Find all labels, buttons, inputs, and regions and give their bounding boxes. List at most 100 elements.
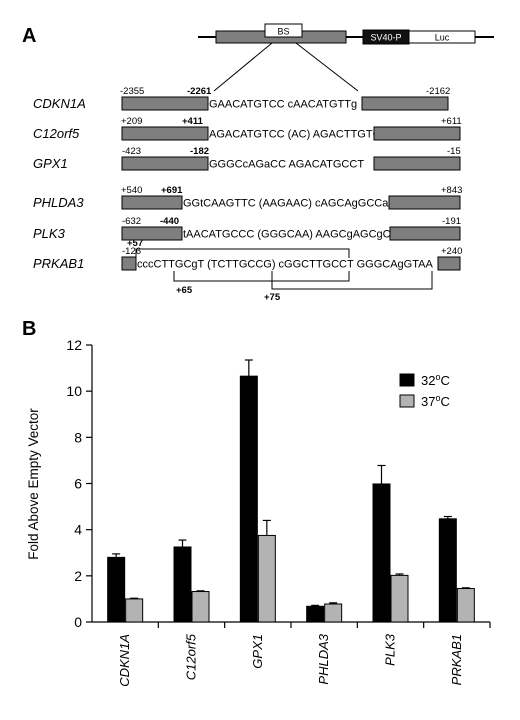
binding-sequence: tAACATGCCC (GGGCAA) AAGCgAGCgC	[183, 229, 391, 241]
bar-32c-prkab1	[438, 518, 457, 623]
gene-row-plk3: PLK3 -632 -440 tAACATGCCC (GGGCAA) AAGCg…	[33, 216, 461, 241]
right-coord: +611	[441, 116, 462, 127]
bracket-coord-2: +75	[264, 292, 281, 303]
legend: 32oC 37oC	[399, 372, 450, 409]
panel-b-label: B	[22, 318, 36, 340]
right-coord: -15	[447, 146, 461, 157]
bar-37c-plk3	[390, 574, 409, 623]
bar-37c-gpx1	[257, 534, 276, 623]
y-tick-label: 8	[74, 429, 82, 445]
left-coord: +540	[121, 185, 142, 196]
left-coord: -2355	[120, 86, 144, 97]
gene-name: PHLDA3	[33, 195, 84, 210]
right-flank-block	[389, 226, 461, 241]
luciferase-box	[408, 30, 476, 44]
left-flank-block	[121, 126, 209, 141]
gene-rows: CDKN1A -2355 -2261 GAACATGTCC cAACATGTTg…	[33, 86, 462, 303]
x-tick-label: C12orf5	[184, 633, 199, 680]
binding-sequence: AGACATGTCC (AC) AGACTTGTCT	[209, 129, 388, 141]
site-coord: +411	[182, 116, 204, 127]
y-tick-label: 10	[66, 383, 82, 399]
bracket-upper	[135, 248, 350, 258]
site-coord: -2261	[187, 86, 212, 97]
x-tick-labels: CDKN1A C12orf5 GPX1 PHLDA3 PLK3 PRKAB1	[117, 622, 491, 687]
x-tick-label: PHLDA3	[316, 633, 331, 684]
sv40-promoter-label: SV40-P	[370, 33, 401, 43]
panel-a-label: A	[22, 25, 36, 47]
gene-name: PRKAB1	[33, 256, 84, 271]
bar-chart: 0 2 4 6 8 10 12 CDKN1A C12orf5 GPX1 PHLDA3 PLK3 PRK…	[26, 337, 491, 687]
gene-name: GPX1	[33, 156, 68, 171]
zoom-line-right	[295, 42, 359, 92]
right-flank-block	[361, 96, 449, 111]
gene-row-c12orf5: C12orf5 +209 +411 AGACATGTCC (AC) AGACTT…	[33, 116, 462, 141]
legend-swatch-32c	[399, 373, 415, 387]
site-coord: +691	[161, 185, 183, 196]
binding-site-box	[264, 23, 303, 38]
left-flank-block	[121, 195, 183, 210]
bar-37c-cdkn1a	[125, 598, 144, 623]
legend-label-32c: 32oC	[421, 372, 450, 388]
bars	[107, 359, 475, 623]
x-tick-label: GPX1	[250, 634, 265, 669]
x-tick-label: PRKAB1	[449, 634, 464, 685]
left-flank-block	[121, 226, 183, 241]
binding-site-label: BS	[277, 27, 289, 37]
gene-name: C12orf5	[33, 126, 80, 141]
left-coord: -632	[122, 216, 141, 227]
x-tick-label: CDKN1A	[117, 634, 132, 687]
bar-37c-prkab1	[456, 588, 475, 623]
left-coord: -423	[122, 146, 141, 157]
bracket-coord-1: +65	[176, 285, 193, 296]
bar-32c-plk3	[372, 483, 391, 623]
site-coord: -182	[190, 146, 209, 157]
binding-sequence: GAACATGTCC cAACATGTTg	[209, 99, 357, 111]
legend-label-37c: 37oC	[421, 393, 450, 409]
left-flank-block	[121, 256, 137, 271]
site-coord: +57	[127, 238, 143, 249]
left-coord: +209	[121, 116, 142, 127]
legend-swatch-37c	[399, 394, 415, 408]
bar-32c-c12orf5	[173, 546, 192, 623]
right-coord: -191	[442, 216, 461, 227]
y-tick-label: 6	[74, 476, 82, 492]
right-flank-block	[388, 195, 461, 210]
right-flank-block	[373, 126, 461, 141]
y-tick-label: 12	[66, 337, 82, 353]
right-coord: -2162	[426, 86, 450, 97]
y-axis-title: Fold Above Empty Vector	[26, 408, 41, 560]
bracket-lower-1	[173, 271, 350, 282]
right-coord: +843	[441, 185, 462, 196]
right-flank-block	[373, 156, 461, 171]
right-flank-block	[437, 256, 461, 271]
zoom-line-left	[213, 42, 273, 92]
binding-sequence: GGGCcAGaCC AGACATGCCT	[209, 159, 364, 171]
y-tick-label: 2	[74, 568, 82, 584]
site-coord: -440	[160, 216, 179, 227]
binding-sequence: GGtCAAGTTC (AAGAAC) cAGCAgGCCa	[183, 198, 389, 210]
left-flank-block	[121, 96, 209, 111]
gene-name: PLK3	[33, 226, 66, 241]
y-tick-label: 0	[74, 614, 82, 630]
bar-37c-c12orf5	[191, 591, 210, 623]
luciferase-label: Luc	[435, 33, 450, 43]
left-flank-block	[121, 156, 209, 171]
x-tick-label: PLK3	[383, 633, 398, 666]
gene-row-gpx1: GPX1 -423 -182 GGGCcAGaCC AGACATGCCT -15	[33, 146, 461, 171]
bar-32c-gpx1	[239, 375, 258, 623]
reporter-construct: BS SV40-P Luc	[198, 23, 494, 92]
gene-row-phlda3: PHLDA3 +540 +691 GGtCAAGTTC (AAGAAC) cAG…	[33, 185, 462, 210]
gene-row-cdkn1a: CDKN1A -2355 -2261 GAACATGTCC cAACATGTTg…	[33, 86, 450, 111]
bar-32c-phlda3	[306, 605, 325, 623]
binding-sequence: cccCTTGCgT (TCTTGCCG) cGGCTTGCCT GGGCAgG…	[137, 259, 433, 271]
gene-row-prkab1: PRKAB1 -126 +57 cccCTTGCgT (TCTTGCCG) cG…	[33, 238, 462, 303]
left-coord: -126	[122, 246, 141, 257]
y-tick-label: 4	[74, 522, 82, 538]
bracket-lower-2	[271, 271, 433, 290]
y-ticks: 0 2 4 6 8 10 12	[66, 337, 92, 630]
right-coord: +240	[441, 246, 462, 257]
gene-name: CDKN1A	[33, 96, 86, 111]
bar-32c-cdkn1a	[107, 556, 126, 623]
bar-37c-phlda3	[324, 603, 343, 623]
